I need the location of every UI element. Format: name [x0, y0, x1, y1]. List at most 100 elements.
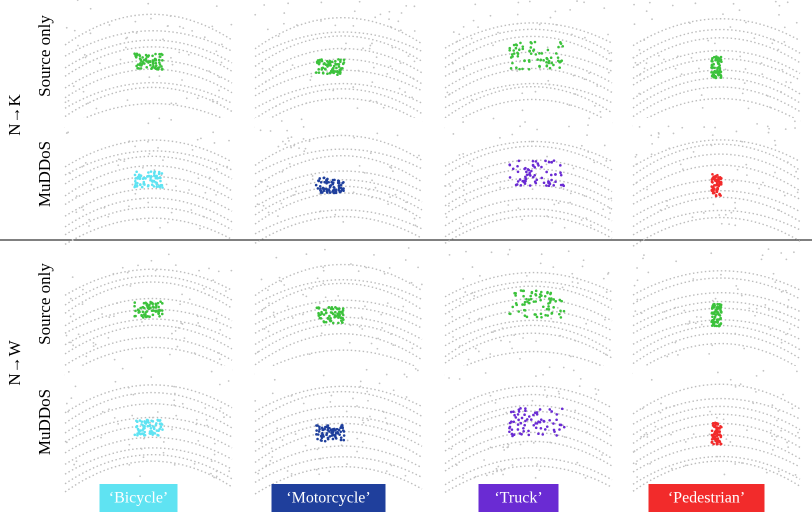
object-point: [535, 315, 539, 319]
object-point: [717, 73, 720, 77]
point: [210, 370, 213, 373]
point: [645, 62, 648, 65]
object-point: [136, 432, 139, 435]
point: [77, 44, 79, 47]
point: [734, 385, 737, 388]
object-point: [135, 170, 138, 174]
object-point: [514, 294, 517, 297]
point: [556, 306, 559, 309]
scan-line: [254, 299, 423, 325]
point: [388, 267, 391, 269]
point: [128, 443, 131, 446]
point: [535, 340, 537, 342]
point: [287, 137, 289, 139]
point: [376, 132, 379, 135]
scan-line: [444, 385, 613, 414]
object-point: [141, 305, 145, 309]
point: [170, 211, 173, 214]
point: [709, 410, 711, 413]
point: [126, 99, 129, 102]
object-point: [534, 426, 538, 430]
object-point: [539, 426, 543, 430]
point: [196, 138, 199, 141]
object-point: [154, 180, 157, 184]
object-point: [521, 67, 524, 71]
point: [707, 39, 710, 42]
point: [170, 56, 172, 59]
object-point: [540, 176, 544, 180]
point: [374, 16, 377, 19]
object-point: [328, 185, 332, 189]
point-cloud-panel: [444, 0, 613, 129]
point: [559, 334, 562, 337]
object-point: [717, 176, 721, 180]
point: [502, 473, 504, 476]
object-point: [519, 184, 523, 187]
object-point: [137, 173, 141, 177]
point: [368, 47, 371, 50]
scan-line: [64, 139, 233, 168]
point: [783, 26, 786, 29]
scan-line: [64, 155, 233, 185]
point: [215, 50, 218, 53]
point: [219, 407, 222, 409]
point: [736, 168, 739, 171]
point: [648, 1, 651, 4]
point: [511, 133, 514, 136]
point: [291, 64, 294, 66]
object-point: [552, 184, 556, 187]
object-point: [550, 178, 553, 182]
object-point: [527, 429, 530, 433]
point: [464, 440, 466, 443]
object-point: [325, 431, 329, 435]
object-point: [322, 320, 326, 323]
point: [261, 442, 263, 444]
point: [778, 209, 781, 212]
object-point: [151, 433, 155, 436]
point: [458, 33, 461, 36]
object-point: [322, 313, 326, 316]
point: [113, 417, 116, 419]
point: [657, 136, 660, 139]
point: [785, 258, 788, 261]
scan-line: [64, 68, 233, 99]
object-point: [334, 63, 338, 66]
point: [204, 407, 207, 409]
point: [293, 144, 296, 147]
point: [643, 254, 645, 257]
object-point: [530, 290, 534, 294]
object-point: [509, 67, 513, 70]
point: [455, 70, 458, 73]
scan-line: [64, 308, 233, 334]
object-point: [716, 442, 719, 446]
object-point: [710, 63, 714, 67]
scan-line: [64, 59, 233, 89]
point: [448, 253, 451, 256]
point: [308, 140, 311, 143]
point: [452, 336, 454, 338]
point: [474, 475, 477, 478]
point: [780, 429, 782, 432]
point: [311, 178, 314, 181]
point: [77, 333, 80, 336]
point: [81, 288, 84, 291]
object-point: [160, 309, 164, 312]
object-point: [510, 428, 514, 431]
object-point: [160, 312, 164, 316]
point: [147, 2, 150, 5]
point: [610, 59, 613, 62]
object-point: [532, 300, 536, 303]
point: [465, 52, 468, 55]
object-point: [330, 434, 334, 437]
point: [483, 459, 486, 461]
object-point: [342, 434, 346, 437]
object-point: [522, 294, 525, 298]
object-point: [153, 66, 157, 70]
point-cloud-panel: [632, 248, 801, 375]
point: [218, 76, 221, 79]
point: [92, 345, 95, 348]
point: [267, 289, 269, 291]
point: [519, 443, 522, 446]
object-point: [547, 180, 550, 183]
object-point: [548, 66, 552, 70]
